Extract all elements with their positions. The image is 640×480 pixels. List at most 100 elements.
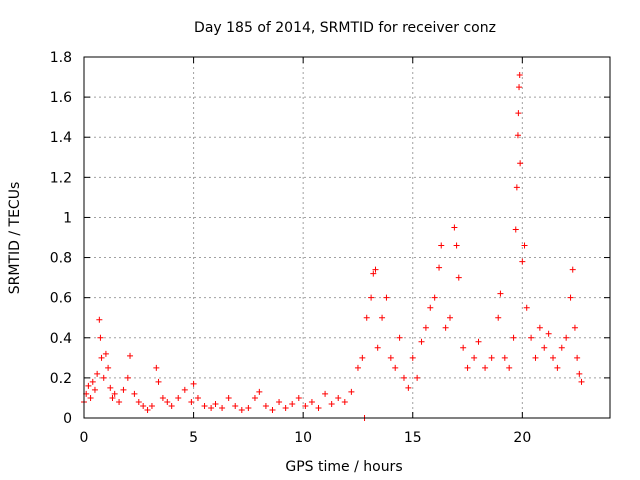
data-point [545, 330, 552, 337]
data-point [135, 398, 142, 405]
data-point [127, 352, 134, 359]
data-point [363, 314, 370, 321]
data-point [442, 324, 449, 331]
data-point [517, 160, 524, 167]
y-tick-label: 0.2 [50, 371, 72, 387]
data-point [188, 398, 195, 405]
data-point [164, 398, 171, 405]
data-point [405, 384, 412, 391]
data-point [109, 394, 116, 401]
data-point [289, 400, 296, 407]
data-point [567, 294, 574, 301]
data-point [120, 386, 127, 393]
data-point [523, 304, 530, 311]
chart-title: Day 185 of 2014, SRMTID for receiver con… [194, 20, 496, 36]
data-point [370, 270, 377, 277]
y-tick-label: 0.4 [50, 331, 72, 347]
data-point [348, 388, 355, 395]
data-point [400, 374, 407, 381]
data-point [550, 354, 557, 361]
data-point [100, 374, 107, 381]
data-point [94, 370, 101, 377]
data-point [396, 334, 403, 341]
data-point [131, 390, 138, 397]
x-axis-label: GPS time / hours [285, 459, 402, 475]
data-point [168, 402, 175, 409]
data-point [455, 274, 462, 281]
data-points [81, 72, 585, 421]
data-point [532, 354, 539, 361]
data-point [436, 264, 443, 271]
data-point [387, 354, 394, 361]
data-point [427, 304, 434, 311]
data-point [516, 72, 523, 79]
data-point [438, 242, 445, 249]
data-point [576, 370, 583, 377]
x-tick-label: 15 [404, 430, 422, 446]
data-point [512, 226, 519, 233]
data-point [302, 402, 309, 409]
x-tick-label: 20 [513, 430, 531, 446]
data-point [464, 364, 471, 371]
y-tick-label: 1.4 [50, 130, 72, 146]
data-point [175, 394, 182, 401]
data-point [418, 338, 425, 345]
data-point [144, 406, 151, 413]
data-point [451, 224, 458, 231]
data-point [232, 402, 239, 409]
data-point [453, 242, 460, 249]
data-point [238, 406, 245, 413]
y-tick-label: 1.2 [50, 170, 72, 186]
data-point [97, 334, 104, 341]
data-point [383, 294, 390, 301]
data-point [148, 402, 155, 409]
data-point [563, 334, 570, 341]
x-tick-label: 0 [80, 430, 89, 446]
y-tick-label: 0.8 [50, 251, 72, 267]
data-point [308, 398, 315, 405]
data-point [578, 378, 585, 385]
data-point [554, 364, 561, 371]
data-point [541, 344, 548, 351]
data-point [392, 364, 399, 371]
data-point [335, 394, 342, 401]
y-tick-label: 1.6 [50, 90, 72, 106]
data-point [107, 384, 114, 391]
data-point [251, 394, 258, 401]
y-tick-label: 0 [63, 411, 72, 427]
data-point [98, 354, 105, 361]
data-point [536, 324, 543, 331]
data-point [295, 394, 302, 401]
data-point [219, 404, 226, 411]
plot-frame [83, 56, 611, 419]
data-point [460, 344, 467, 351]
data-point [368, 294, 375, 301]
y-tick-label: 1 [63, 210, 72, 226]
data-point [212, 400, 219, 407]
data-point [87, 394, 94, 401]
data-point [85, 382, 92, 389]
data-point [574, 354, 581, 361]
y-tick-labels: 0 0.2 0.4 0.6 0.8 1 1.2 1.4 1.6 1.8 [50, 50, 72, 427]
data-point [153, 364, 160, 371]
y-tick-label: 0.6 [50, 291, 72, 307]
y-tick-label: 1.8 [50, 50, 72, 66]
data-point [521, 242, 528, 249]
data-point [341, 398, 348, 405]
data-point [422, 324, 429, 331]
data-point [495, 314, 502, 321]
data-point [488, 354, 495, 361]
data-point [571, 324, 578, 331]
data-point [328, 400, 335, 407]
data-point [262, 402, 269, 409]
data-point [155, 378, 162, 385]
data-point [528, 334, 535, 341]
data-point [558, 344, 565, 351]
data-point [276, 398, 283, 405]
data-point [96, 316, 103, 323]
y-axis-label: SRMTID / TECUs [7, 182, 23, 295]
data-point [372, 266, 379, 273]
data-point [140, 402, 147, 409]
data-point [190, 380, 197, 387]
